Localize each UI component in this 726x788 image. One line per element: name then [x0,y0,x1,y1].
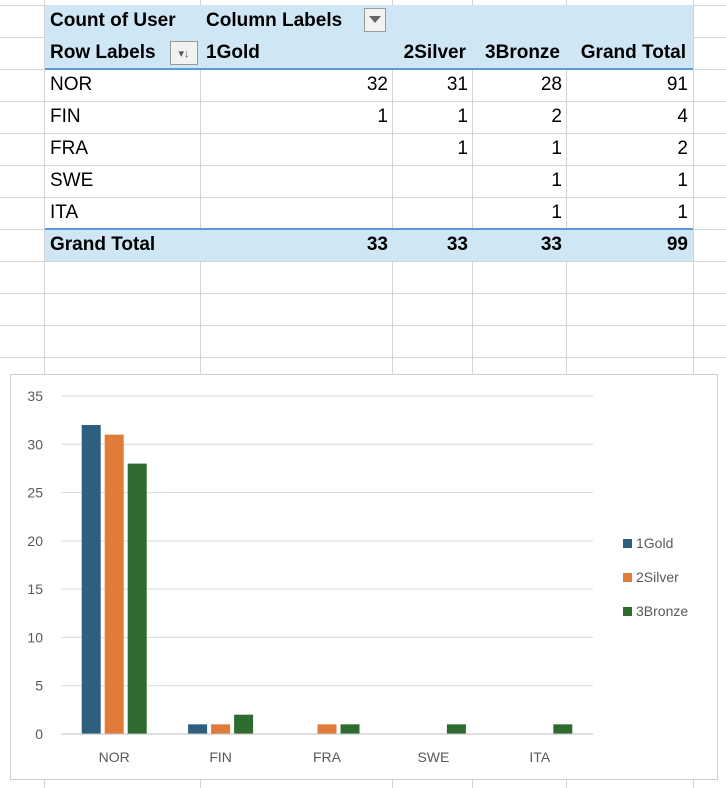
pivot-total-band [45,229,693,261]
legend-swatch [623,607,632,616]
bar-3Bronze-ITA[interactable] [553,724,573,734]
table-cell[interactable]: 4 [677,106,688,127]
table-cell[interactable]: 1 [457,106,468,127]
bar-2Silver-FRA[interactable] [317,724,337,734]
grand-total-cell[interactable]: 33 [366,234,388,255]
y-tick-label: 15 [27,581,43,597]
row-label[interactable]: SWE [50,170,94,191]
table-cell[interactable]: 31 [446,74,468,95]
y-tick-label: 20 [27,533,43,549]
table-cell[interactable]: 1 [677,202,688,223]
grand-total-cell[interactable]: 99 [666,234,688,255]
column-header-bronze[interactable]: 3Bronze [485,42,560,63]
table-cell[interactable]: 2 [677,138,688,159]
legend-label: 1Gold [636,535,674,551]
grid-row-line [0,133,726,134]
table-cell[interactable] [392,197,468,229]
table-cell[interactable] [200,165,388,197]
table-cell[interactable]: 1 [551,202,562,223]
column-header-silver[interactable]: 2Silver [403,42,466,63]
row-label[interactable]: ITA [50,202,79,223]
table-cell[interactable] [200,197,388,229]
table-cell[interactable]: 1 [677,170,688,191]
legend-swatch [623,539,632,548]
table-cell[interactable]: 32 [366,74,388,95]
table-cell[interactable]: 91 [666,74,688,95]
table-cell[interactable] [392,165,468,197]
bar-3Bronze-NOR[interactable] [127,463,147,734]
x-tick-label: FRA [313,749,342,765]
column-filter-button[interactable] [364,8,386,32]
column-header-grand-total[interactable]: Grand Total [580,42,686,63]
legend-item[interactable]: 2Silver [623,569,679,585]
y-tick-label: 35 [27,388,43,404]
row-sort-filter-button[interactable]: ▾↓ [170,41,198,65]
table-cell[interactable]: 1 [551,138,562,159]
x-tick-label: SWE [417,749,449,765]
grand-total-label[interactable]: Grand Total [50,234,156,255]
grid-row-line [0,165,726,166]
column-header-gold[interactable]: 1Gold [206,42,260,63]
pivot-row-labels[interactable]: Row Labels [50,42,156,63]
legend-label: 3Bronze [636,603,689,619]
legend-item[interactable]: 3Bronze [623,603,688,619]
sort-filter-icon: ▾↓ [178,47,190,60]
row-label[interactable]: FRA [50,138,88,159]
grid-row-line [0,101,726,102]
bar-2Silver-NOR[interactable] [104,434,124,734]
table-cell[interactable] [200,133,388,165]
y-tick-label: 10 [27,629,43,645]
bar-3Bronze-FIN[interactable] [234,714,254,734]
table-cell[interactable]: 1 [457,138,468,159]
legend-item[interactable]: 1Gold [623,535,673,551]
legend-label: 2Silver [636,569,679,585]
pivot-corner-label[interactable]: Count of User [50,10,176,31]
row-label[interactable]: NOR [50,74,93,95]
grid-row-line [0,197,726,198]
pivot-header-border [45,68,693,70]
pivot-total-border [45,228,693,230]
pivot-column-labels[interactable]: Column Labels [206,10,343,31]
y-tick-label: 30 [27,436,43,452]
grid-row-line [0,357,726,358]
grand-total-cell[interactable]: 33 [446,234,468,255]
bar-1Gold-FIN[interactable] [188,724,208,734]
bar-3Bronze-FRA[interactable] [340,724,360,734]
grand-total-cell[interactable]: 33 [540,234,562,255]
pivot-chart[interactable]: 0 5 10 15 20 25 30 35 NOR FIN FRA SWE ITA 1Gold 2Silv… [10,374,718,780]
x-tick-label: NOR [99,749,130,765]
x-tick-label: FIN [209,749,232,765]
table-cell[interactable]: 2 [551,106,562,127]
dropdown-arrow-icon [369,16,381,23]
bar-2Silver-FIN[interactable] [211,724,231,734]
x-tick-label: ITA [529,749,550,765]
y-tick-label: 25 [27,485,43,501]
legend-swatch [623,573,632,582]
table-cell[interactable]: 1 [551,170,562,191]
chart-plot: 0 5 10 15 20 25 30 35 NOR FIN FRA SWE ITA [27,388,593,765]
grid-row-line [0,325,726,326]
table-cell[interactable]: 28 [540,74,562,95]
grid-row-line [0,261,726,262]
grid-row-line [0,293,726,294]
y-tick-label: 5 [35,678,43,694]
bar-3Bronze-SWE[interactable] [446,724,466,734]
table-cell[interactable]: 1 [377,106,388,127]
y-tick-label: 0 [35,726,43,742]
bar-1Gold-NOR[interactable] [81,424,101,734]
row-label[interactable]: FIN [50,106,81,127]
